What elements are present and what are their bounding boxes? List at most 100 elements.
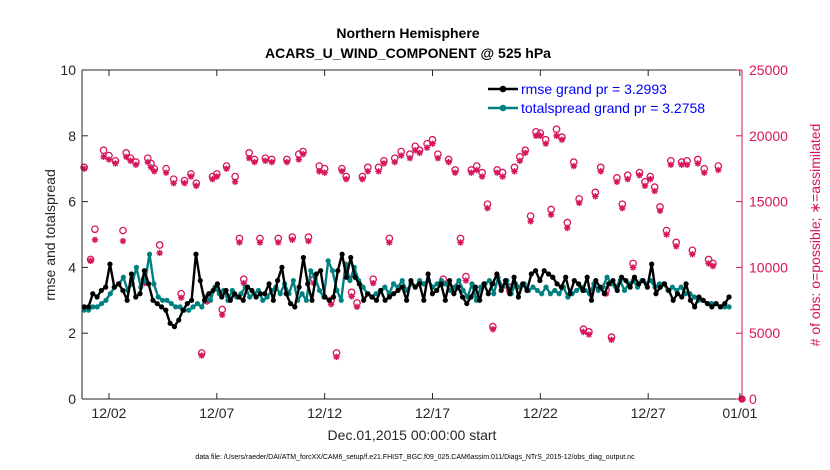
obs-assimilated-point	[629, 264, 637, 271]
rmse-point	[537, 277, 543, 284]
y-left-tick-label: 6	[68, 194, 76, 210]
spread-point	[290, 277, 296, 284]
rmse-point	[442, 297, 448, 303]
rmse-point	[709, 304, 715, 310]
obs-assimilated-point	[147, 164, 155, 171]
obs-assimilated-point	[511, 168, 518, 175]
obs-assimilated-point	[592, 193, 599, 200]
obs-assimilated-point	[597, 168, 604, 175]
spread-point	[316, 287, 323, 294]
spread-point	[120, 274, 126, 280]
spread-point	[98, 300, 105, 307]
rmse-point	[395, 287, 401, 294]
spread-point	[186, 307, 192, 313]
rmse-point	[412, 284, 418, 290]
spread-point	[325, 258, 331, 264]
rmse-point	[150, 297, 156, 303]
obs-assimilated-point	[262, 157, 269, 165]
spread-point	[491, 291, 497, 297]
spread-point	[604, 274, 610, 280]
obs-assimilated-point	[493, 169, 501, 176]
rmse-point	[189, 297, 195, 303]
spread-point	[194, 300, 201, 307]
rmse-point	[94, 294, 100, 300]
y-right-tick-label: 0	[749, 391, 757, 407]
obs-assimilated-point	[170, 179, 177, 187]
x-tick-label: 12/07	[199, 405, 234, 421]
obs-assimilated-point	[468, 169, 475, 176]
spread-point	[199, 304, 205, 310]
spread-point	[260, 297, 266, 303]
rmse-point	[507, 291, 513, 297]
rmse-point	[270, 297, 276, 303]
rmse-point	[451, 291, 457, 297]
spread-point	[151, 281, 157, 287]
spread-point	[177, 304, 183, 310]
rmse-point	[201, 297, 208, 303]
obs-possible-point	[552, 125, 561, 134]
rmse-point	[554, 281, 560, 287]
rmse-point	[404, 297, 410, 303]
y-axis-label-right: # of obs: o=possible; ∗=assimilated	[807, 124, 823, 347]
rmse-point	[163, 307, 169, 313]
obs-assimilated-point	[144, 158, 151, 166]
rmse-point	[313, 271, 319, 277]
rmse-point	[434, 287, 440, 294]
obs-assimilated-point	[478, 173, 486, 180]
obs-assimilated-point	[542, 140, 549, 147]
rmse-point	[532, 268, 539, 274]
rmse-point	[115, 281, 122, 287]
rmse-point	[429, 291, 436, 297]
obs-assimilated-point	[193, 182, 200, 190]
obs-possible-point	[119, 226, 127, 235]
rmse-point	[85, 304, 92, 310]
spread-point	[573, 287, 580, 294]
spread-point	[207, 297, 214, 303]
legend-rmse-marker	[499, 85, 507, 93]
obs-assimilated-point	[359, 176, 366, 183]
rmse-point	[180, 307, 186, 313]
rmse-point	[408, 277, 414, 284]
rmse-point	[683, 281, 689, 287]
rmse-point	[287, 300, 294, 307]
rmse-point	[219, 294, 225, 300]
rmse-point	[524, 287, 530, 294]
obs-assimilated-point	[613, 178, 621, 186]
rmse-point	[614, 287, 620, 294]
y-left-tick-label: 2	[68, 325, 76, 341]
rmse-point	[339, 251, 345, 257]
obs-assimilated-point	[689, 251, 696, 258]
obs-assimilated-point	[705, 260, 712, 267]
rmse-point	[120, 287, 126, 294]
obs-assimilated-point	[156, 249, 163, 257]
spread-point	[399, 277, 405, 284]
spread-point	[486, 277, 492, 284]
rmse-point	[146, 281, 152, 287]
obs-assimilated-point	[489, 326, 497, 333]
obs-assimilated-point	[709, 262, 717, 270]
obs-assimilated-point	[694, 160, 701, 167]
obs-assimilated-point	[429, 140, 436, 147]
rmse-point	[262, 291, 268, 297]
obs-assimilated-point	[119, 237, 127, 245]
obs-assimilated-point	[434, 154, 442, 162]
obs-assimilated-point	[678, 161, 685, 168]
rmse-point	[674, 291, 681, 297]
rmse-point	[244, 284, 251, 290]
rmse-point	[477, 297, 483, 303]
obs-assimilated-point	[353, 303, 361, 311]
obs-assimilated-point	[553, 132, 560, 139]
obs-assimilated-point	[547, 211, 555, 218]
obs-assimilated-point	[416, 149, 423, 157]
rmse-point	[502, 277, 509, 284]
rmse-point	[193, 251, 199, 257]
x-tick-label: 12/17	[415, 405, 450, 421]
spread-point	[360, 284, 366, 290]
obs-assimilated-point	[532, 132, 540, 139]
legend: rmse grand pr = 3.2993 totalspread grand…	[478, 78, 736, 120]
obs-layer	[80, 125, 746, 403]
x-tick-label: 12/27	[631, 405, 666, 421]
rmse-point	[292, 304, 298, 310]
obs-assimilated-point	[209, 176, 216, 183]
obs-assimilated-point	[398, 152, 405, 159]
